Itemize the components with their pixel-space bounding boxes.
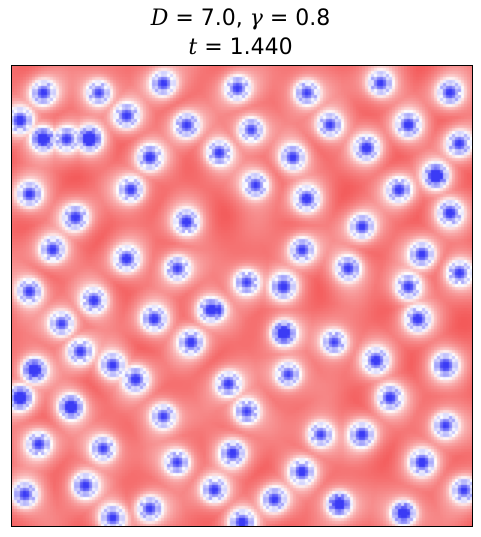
- title-t-symbol: t: [188, 35, 198, 60]
- title-gamma-symbol: γ: [249, 6, 263, 31]
- title-d-value: = 7.0,: [168, 6, 250, 31]
- chart-title-line-2: t = 1.440: [0, 35, 481, 61]
- heatmap-plot: [11, 65, 473, 527]
- title-d-symbol: D: [150, 6, 169, 31]
- title-gamma-value: = 0.8: [262, 6, 331, 31]
- title-t-value: = 1.440: [197, 35, 293, 60]
- chart-title-line-1: D = 7.0, γ = 0.8: [0, 6, 481, 32]
